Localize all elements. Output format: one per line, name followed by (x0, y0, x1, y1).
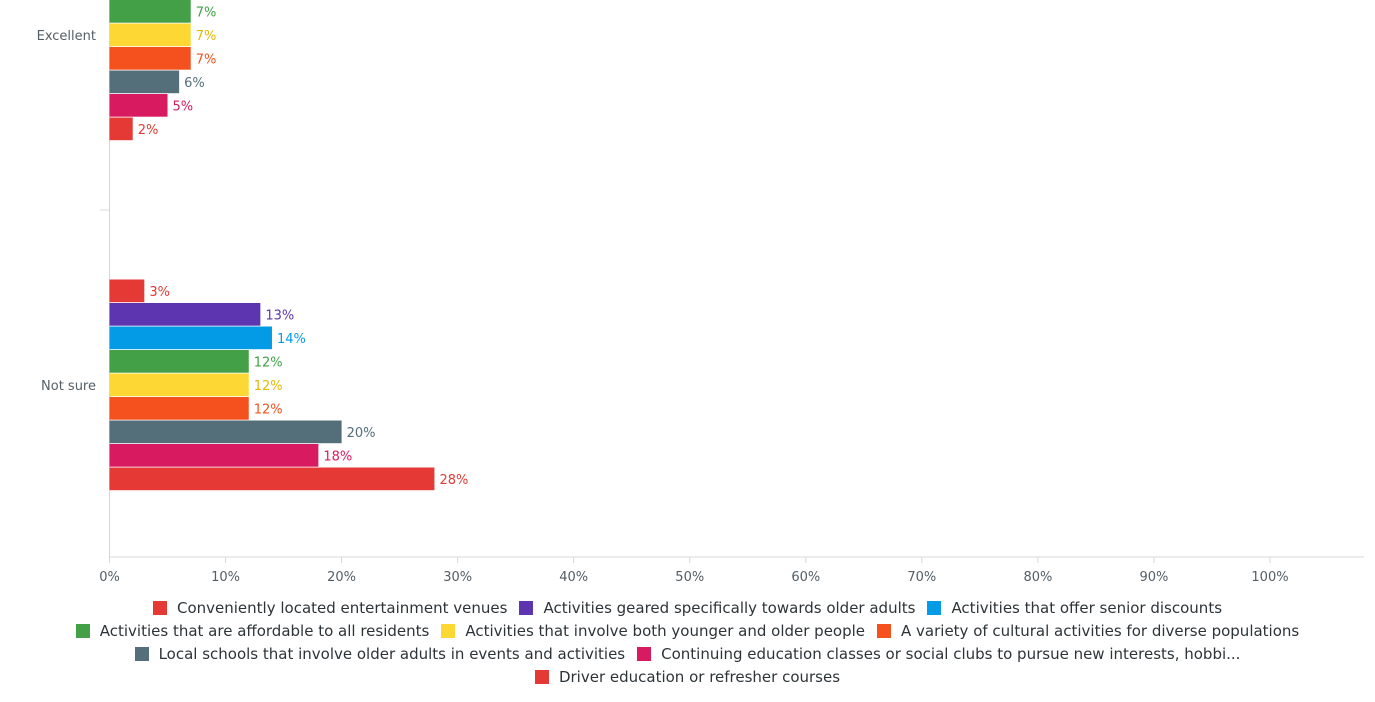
bar-value-label: 20% (347, 426, 376, 441)
bar-value-label: 2% (138, 123, 159, 138)
bar-value-label: 12% (254, 402, 283, 417)
bar-value-label: 3% (149, 285, 170, 300)
legend-item[interactable]: Activities geared specifically towards o… (519, 599, 915, 617)
legend-label: Driver education or refresher courses (559, 668, 840, 686)
bar-value-label: 6% (184, 76, 205, 91)
legend-label: Activities that offer senior discounts (951, 599, 1222, 617)
legend-swatch (153, 601, 167, 615)
bar-value-label: 13% (265, 308, 294, 323)
legend-item[interactable]: Conveniently located entertainment venue… (153, 599, 507, 617)
bar-value-label: 14% (277, 332, 306, 347)
bar (110, 71, 180, 94)
legend-label: Activities that involve both younger and… (465, 622, 865, 640)
category-label: Not sure (41, 379, 96, 394)
bar (110, 94, 168, 117)
bar-value-label: 12% (254, 355, 283, 370)
x-tick-label: 90% (1139, 570, 1168, 585)
bar (110, 280, 145, 303)
bar (110, 350, 249, 373)
legend-swatch (135, 647, 149, 661)
bar (110, 303, 261, 326)
legend-swatch (441, 624, 455, 638)
bar-value-label: 12% (254, 379, 283, 394)
legend: Conveniently located entertainment venue… (0, 596, 1375, 688)
legend-swatch (535, 670, 549, 684)
x-tick-label: 100% (1251, 570, 1288, 585)
x-tick-label: 0% (99, 570, 120, 585)
legend-row: Activities that are affordable to all re… (0, 619, 1375, 642)
legend-label: Local schools that involve older adults … (159, 645, 626, 663)
bar-value-label: 7% (196, 5, 217, 20)
legend-label: Continuing education classes or social c… (661, 645, 1240, 663)
bar (110, 327, 272, 350)
legend-swatch (519, 601, 533, 615)
legend-item[interactable]: Activities that involve both younger and… (441, 622, 865, 640)
legend-item[interactable]: Continuing education classes or social c… (637, 645, 1240, 663)
x-tick-label: 70% (907, 570, 936, 585)
legend-label: Activities that are affordable to all re… (100, 622, 430, 640)
x-tick-label: 60% (791, 570, 820, 585)
legend-label: Conveniently located entertainment venue… (177, 599, 507, 617)
bar-value-label: 5% (173, 99, 194, 114)
legend-swatch (877, 624, 891, 638)
bar (110, 444, 319, 467)
legend-row: Driver education or refresher courses (0, 665, 1375, 688)
x-tick-label: 30% (443, 570, 472, 585)
legend-row: Local schools that involve older adults … (0, 642, 1375, 665)
bar (110, 421, 342, 444)
bar (110, 47, 191, 70)
legend-item[interactable]: Activities that are affordable to all re… (76, 622, 430, 640)
x-tick-label: 20% (327, 570, 356, 585)
bar (110, 374, 249, 397)
bar (110, 468, 435, 491)
legend-label: Activities geared specifically towards o… (543, 599, 915, 617)
bar (110, 0, 191, 23)
bar-value-label: 18% (323, 449, 352, 464)
legend-swatch (637, 647, 651, 661)
legend-item[interactable]: Activities that offer senior discounts (927, 599, 1222, 617)
bar (110, 118, 133, 141)
x-tick-label: 40% (559, 570, 588, 585)
bar (110, 397, 249, 420)
legend-item[interactable]: A variety of cultural activities for div… (877, 622, 1299, 640)
bar-chart: 0% 10% 20% 30% 40% 50% 60% 70% 80% 90% 100% Excelle… (0, 0, 1375, 596)
bar (110, 24, 191, 47)
legend-item[interactable]: Local schools that involve older adults … (135, 645, 626, 663)
legend-row: Conveniently located entertainment venue… (0, 596, 1375, 619)
legend-swatch (76, 624, 90, 638)
legend-item[interactable]: Driver education or refresher courses (535, 668, 840, 686)
legend-swatch (927, 601, 941, 615)
bar-value-label: 7% (196, 29, 217, 44)
category-label: Excellent (37, 29, 96, 44)
bar-value-label: 7% (196, 52, 217, 67)
x-tick-label: 50% (675, 570, 704, 585)
x-tick-label: 10% (211, 570, 240, 585)
x-tick-label: 80% (1023, 570, 1052, 585)
bar-value-label: 28% (439, 473, 468, 488)
legend-label: A variety of cultural activities for div… (901, 622, 1299, 640)
